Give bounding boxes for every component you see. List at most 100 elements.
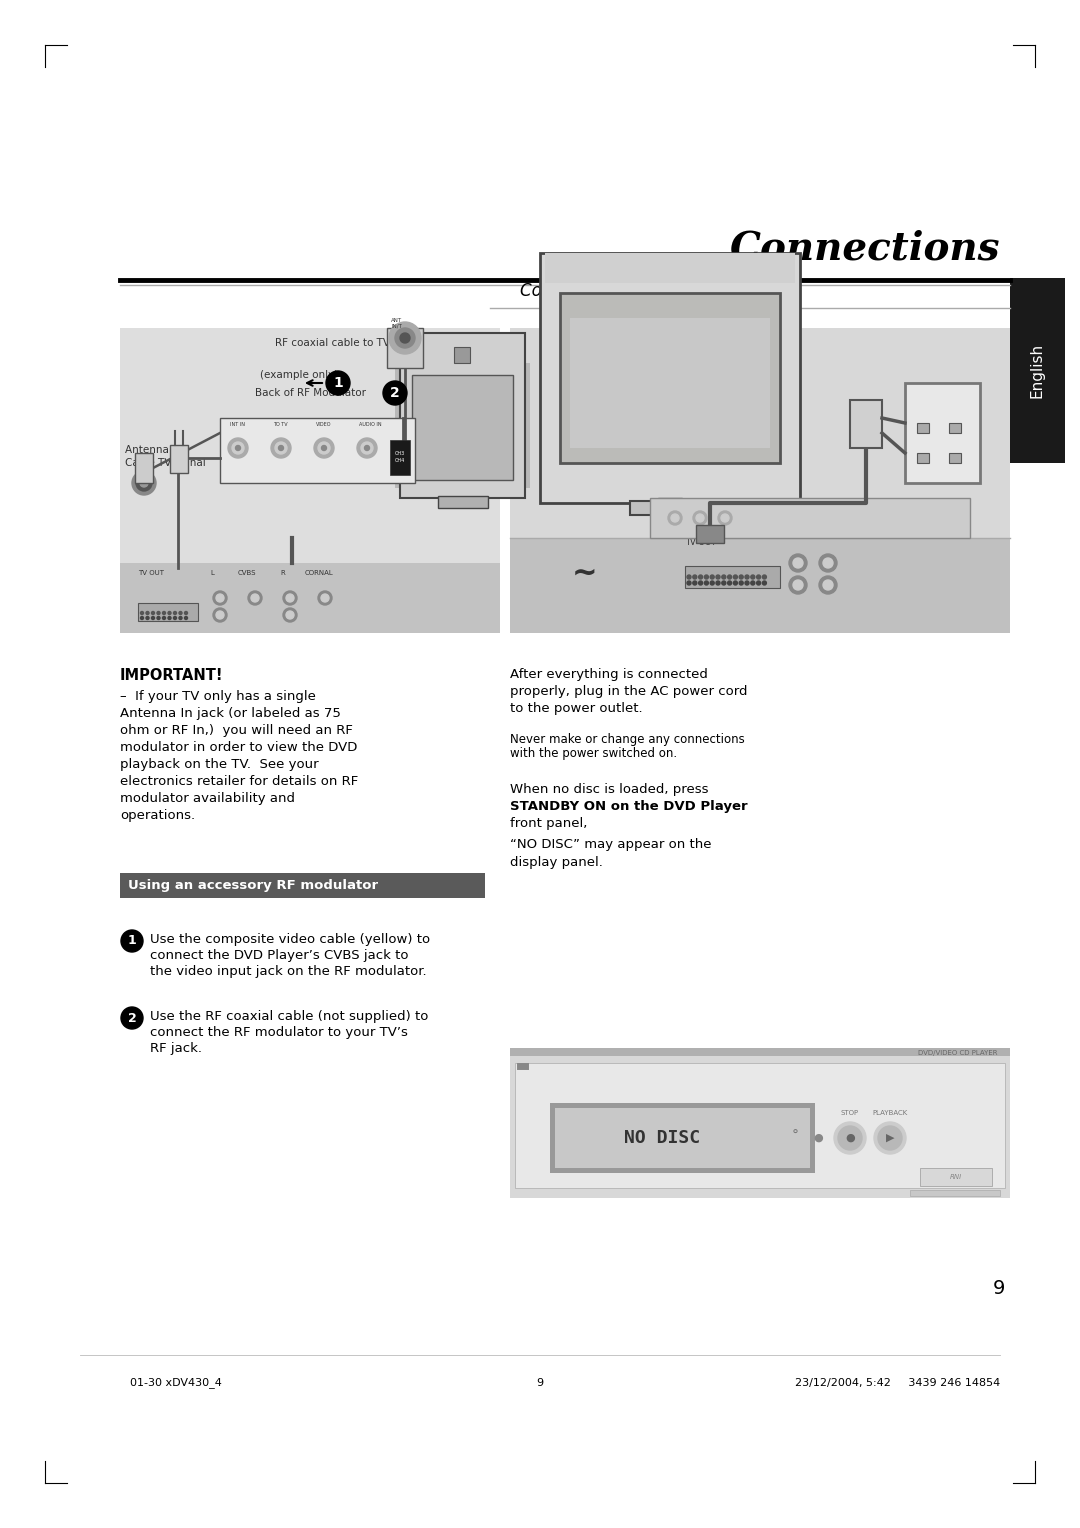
Circle shape (699, 575, 703, 579)
Circle shape (168, 616, 171, 619)
Text: display panel.: display panel. (510, 856, 603, 869)
Bar (510, 538, 1010, 633)
Circle shape (762, 581, 767, 585)
Text: RF jack.: RF jack. (150, 1042, 202, 1054)
Circle shape (878, 1126, 902, 1151)
Circle shape (168, 611, 171, 614)
Bar (696, 526, 724, 542)
Bar (650, 498, 970, 538)
Circle shape (739, 581, 743, 585)
Text: Use the RF coaxial cable (not supplied) to: Use the RF coaxial cable (not supplied) … (150, 1010, 429, 1024)
Bar (545, 254, 795, 283)
Text: Antenna or
Cable TV signal: Antenna or Cable TV signal (125, 445, 206, 468)
Circle shape (789, 576, 807, 594)
Text: CH3
CH4: CH3 CH4 (395, 451, 405, 463)
Text: R: R (280, 570, 285, 576)
Circle shape (745, 581, 750, 585)
Circle shape (283, 608, 297, 622)
Circle shape (318, 442, 330, 454)
Polygon shape (910, 1190, 1000, 1196)
Circle shape (185, 611, 188, 614)
Circle shape (400, 333, 410, 342)
Text: connect the RF modulator to your TV’s: connect the RF modulator to your TV’s (150, 1025, 408, 1039)
Circle shape (321, 594, 329, 602)
Circle shape (140, 616, 144, 619)
Text: with the power switched on.: with the power switched on. (510, 747, 677, 759)
Circle shape (718, 510, 732, 526)
Circle shape (789, 555, 807, 571)
Circle shape (140, 478, 148, 487)
Bar (135, 452, 153, 483)
Bar (917, 423, 929, 432)
Bar (515, 1063, 1005, 1187)
Circle shape (132, 471, 156, 495)
Text: VIDEO: VIDEO (316, 422, 332, 426)
Text: ANT
IN/T: ANT IN/T (391, 318, 402, 329)
Circle shape (185, 616, 188, 619)
Circle shape (699, 581, 703, 585)
Text: ▶: ▶ (886, 1132, 894, 1143)
Circle shape (711, 575, 714, 579)
Text: 23/12/2004, 5:42     3439 246 14854: 23/12/2004, 5:42 3439 246 14854 (795, 1378, 1000, 1387)
Circle shape (365, 446, 369, 451)
Text: STOP: STOP (841, 1109, 859, 1115)
Text: to the power outlet.: to the power outlet. (510, 701, 643, 715)
Circle shape (286, 594, 294, 602)
Circle shape (874, 1122, 906, 1154)
Text: L: L (210, 570, 214, 576)
Text: connect the DVD Player’s CVBS jack to: connect the DVD Player’s CVBS jack to (150, 949, 408, 963)
Bar (658, 498, 681, 518)
Circle shape (711, 581, 714, 585)
Text: Never make or change any connections: Never make or change any connections (510, 733, 745, 746)
Circle shape (151, 616, 154, 619)
Circle shape (162, 611, 165, 614)
Text: playback on the TV.  See your: playback on the TV. See your (120, 758, 319, 772)
Circle shape (669, 510, 681, 526)
Text: “NO DISC” may appear on the: “NO DISC” may appear on the (510, 837, 712, 851)
Circle shape (696, 513, 704, 523)
Text: Connections: Connections (729, 231, 1000, 267)
Circle shape (704, 575, 708, 579)
Circle shape (174, 611, 176, 614)
Text: TV OUT: TV OUT (138, 570, 164, 576)
Bar (949, 423, 961, 432)
Text: (example only): (example only) (260, 370, 338, 380)
Text: STANDBY ON on the DVD Player: STANDBY ON on the DVD Player (510, 801, 747, 813)
Circle shape (162, 616, 165, 619)
Bar (120, 562, 500, 633)
Circle shape (745, 575, 750, 579)
Circle shape (751, 575, 755, 579)
Text: Back of RF Modulator: Back of RF Modulator (255, 388, 366, 397)
Circle shape (692, 575, 697, 579)
Bar (905, 384, 980, 483)
Circle shape (716, 575, 720, 579)
Circle shape (819, 555, 837, 571)
Text: the video input jack on the RF modulator.: the video input jack on the RF modulator… (150, 966, 427, 978)
Text: electronics retailer for details on RF: electronics retailer for details on RF (120, 775, 359, 788)
Bar (138, 604, 198, 620)
Text: ohm or RF In,)  you will need an RF: ohm or RF In,) you will need an RF (120, 724, 353, 736)
Text: English: English (1030, 342, 1045, 399)
Text: °: ° (792, 1129, 798, 1143)
Text: ~: ~ (572, 559, 598, 587)
Text: modulator in order to view the DVD: modulator in order to view the DVD (120, 741, 357, 753)
Circle shape (757, 581, 760, 585)
Circle shape (687, 581, 691, 585)
Text: Use the composite video cable (yellow) to: Use the composite video cable (yellow) t… (150, 934, 430, 946)
Bar (400, 333, 525, 498)
Circle shape (704, 581, 708, 585)
Text: When no disc is loaded, press: When no disc is loaded, press (510, 782, 708, 796)
Text: Antenna In jack (or labeled as 75: Antenna In jack (or labeled as 75 (120, 707, 341, 720)
Text: After everything is connected: After everything is connected (510, 668, 707, 681)
Circle shape (318, 591, 332, 605)
Text: Using an accessory RF modulator: Using an accessory RF modulator (129, 879, 378, 892)
Bar (220, 419, 415, 483)
Bar (120, 872, 485, 898)
Circle shape (762, 575, 767, 579)
Circle shape (179, 616, 183, 619)
Circle shape (838, 1126, 862, 1151)
Bar (550, 1103, 815, 1174)
Text: –  If your TV only has a single: – If your TV only has a single (120, 691, 315, 703)
Text: PLAYBACK: PLAYBACK (873, 1109, 907, 1115)
Text: NO DISC: NO DISC (624, 1129, 700, 1148)
